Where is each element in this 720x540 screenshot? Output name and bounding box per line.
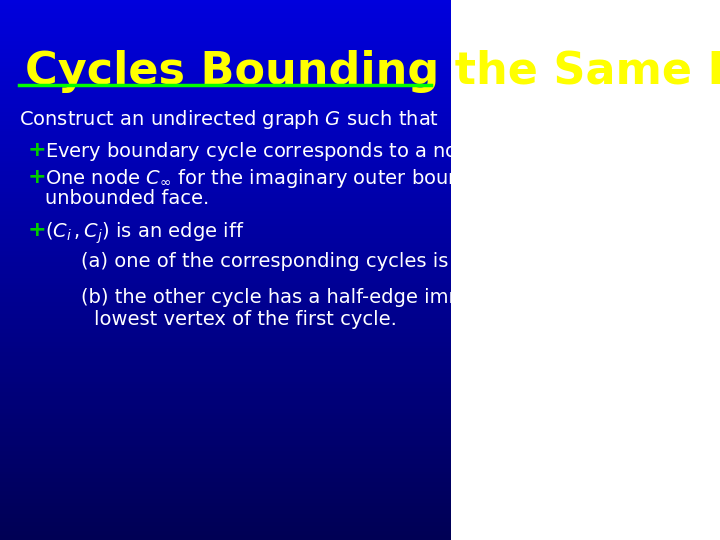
Text: Construct an undirected graph $G$ such that: Construct an undirected graph $G$ such t… [19, 108, 439, 131]
Text: lowest vertex of the first cycle.: lowest vertex of the first cycle. [94, 310, 397, 329]
Text: unbounded face.: unbounded face. [45, 189, 210, 208]
Text: $\mathbf{+}$: $\mathbf{+}$ [27, 167, 45, 187]
Text: Every boundary cycle corresponds to a node $C_i$ .: Every boundary cycle corresponds to a no… [45, 140, 518, 163]
Text: (a) one of the corresponding cycles is the boundary of a hole.: (a) one of the corresponding cycles is t… [81, 252, 683, 271]
Text: $\mathbf{+}$: $\mathbf{+}$ [27, 220, 45, 240]
Text: $\mathbf{+}$: $\mathbf{+}$ [27, 140, 45, 160]
Text: One node $C_{\infty}$ for the imaginary outer boundary cycle of the: One node $C_{\infty}$ for the imaginary … [45, 167, 625, 190]
Text: (b) the other cycle has a half-edge immediately below the: (b) the other cycle has a half-edge imme… [81, 288, 648, 307]
Text: $(C_i\,,C_j)$ is an edge iff: $(C_i\,,C_j)$ is an edge iff [45, 220, 244, 246]
Text: Cycles Bounding the Same Face: Cycles Bounding the Same Face [25, 50, 720, 93]
